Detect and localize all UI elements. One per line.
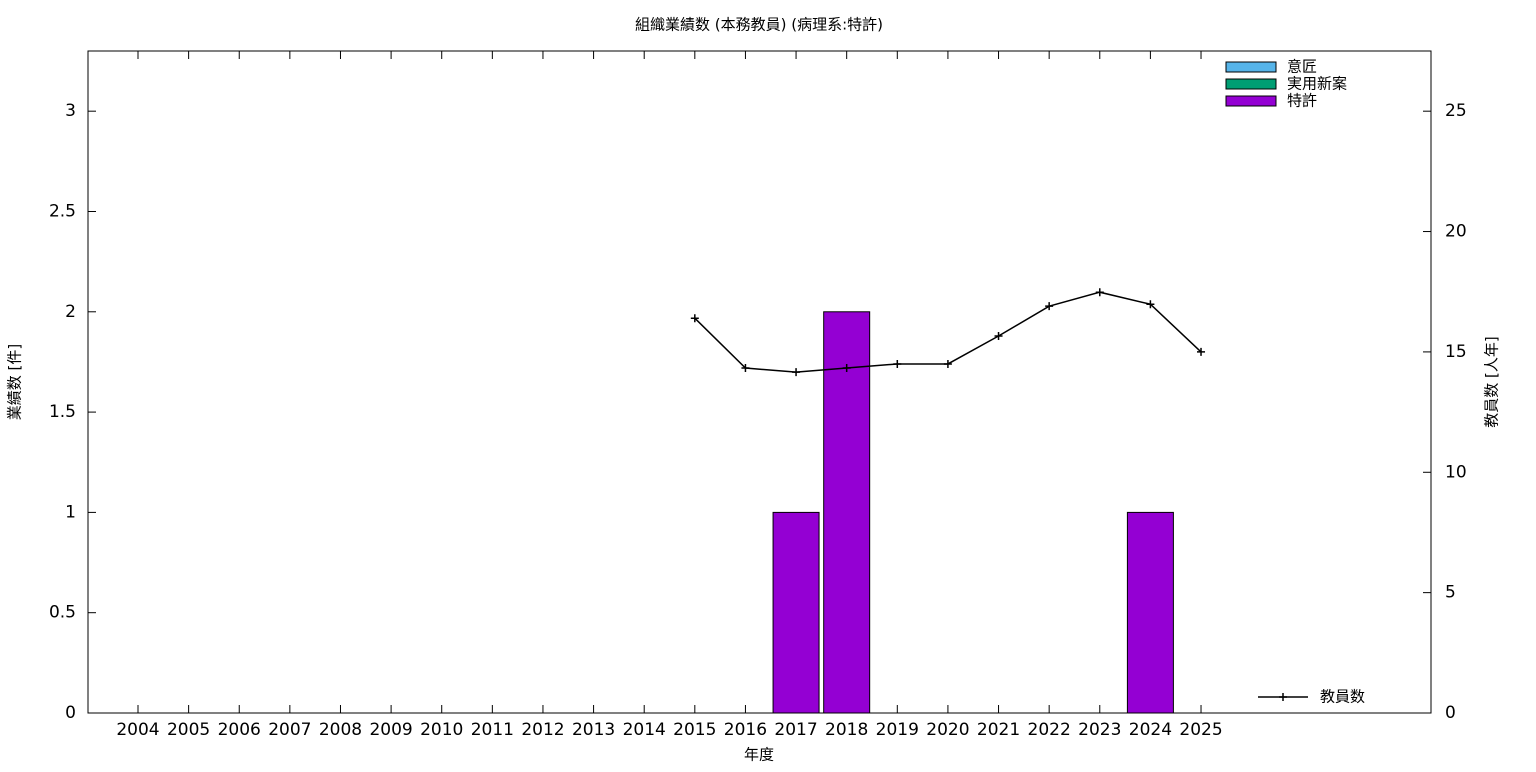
x-tick-label: 2022 bbox=[1028, 720, 1071, 740]
point bbox=[1045, 302, 1054, 311]
x-tick-label: 2020 bbox=[926, 720, 969, 740]
point bbox=[943, 359, 952, 368]
x-tick-label: 2018 bbox=[825, 720, 868, 740]
y2-axis-label: 教員数 [人年] bbox=[1483, 336, 1501, 427]
x-tick-label: 2004 bbox=[116, 720, 159, 740]
x-tick-label: 2023 bbox=[1078, 720, 1121, 740]
x-tick-label: 2017 bbox=[774, 720, 817, 740]
y-axis-label: 業績数 [件] bbox=[6, 344, 24, 420]
x-tick-label: 2025 bbox=[1179, 720, 1222, 740]
legend-label: 特許 bbox=[1287, 92, 1317, 110]
x-tick-label: 2015 bbox=[673, 720, 716, 740]
point bbox=[893, 359, 902, 368]
x-tick-label: 2005 bbox=[167, 720, 210, 740]
x-tick-label: 2010 bbox=[420, 720, 463, 740]
y2-tick-label: 25 bbox=[1445, 101, 1467, 121]
x-tick-label: 2016 bbox=[724, 720, 767, 740]
chart-title: 組織業績数 (本務教員) (病理系:特許) bbox=[635, 16, 883, 34]
y2-tick-label: 20 bbox=[1445, 222, 1467, 242]
x-tick-label: 2013 bbox=[572, 720, 615, 740]
y-tick-label: 0.5 bbox=[49, 603, 76, 623]
legend-label: 意匠 bbox=[1287, 58, 1317, 76]
x-tick-label: 2014 bbox=[623, 720, 666, 740]
point bbox=[1146, 300, 1155, 309]
x-tick-label: 2006 bbox=[218, 720, 261, 740]
point bbox=[690, 314, 699, 323]
y-tick-label: 1.5 bbox=[49, 402, 76, 422]
x-axis-label: 年度 bbox=[744, 746, 774, 764]
x-tick-label: 2007 bbox=[268, 720, 311, 740]
y-tick-label: 3 bbox=[65, 101, 76, 121]
legend-swatch bbox=[1225, 61, 1277, 73]
bar bbox=[1126, 511, 1174, 714]
y-tick-label: 1 bbox=[65, 502, 76, 522]
x-tick-label: 2019 bbox=[876, 720, 919, 740]
point bbox=[842, 364, 851, 373]
point bbox=[1095, 288, 1104, 297]
legend-point bbox=[1279, 693, 1287, 701]
y2-tick-label: 10 bbox=[1445, 462, 1467, 482]
bar bbox=[772, 511, 820, 714]
x-tick-label: 2024 bbox=[1129, 720, 1172, 740]
point bbox=[792, 368, 801, 377]
x-tick-label: 2021 bbox=[977, 720, 1020, 740]
y2-tick-label: 15 bbox=[1445, 342, 1467, 362]
point bbox=[741, 364, 750, 373]
x-tick-label: 2008 bbox=[319, 720, 362, 740]
x-tick-label: 2012 bbox=[521, 720, 564, 740]
y2-tick-label: 5 bbox=[1445, 583, 1456, 603]
point bbox=[994, 332, 1003, 341]
y-tick-label: 2.5 bbox=[49, 201, 76, 221]
x-tick-label: 2009 bbox=[369, 720, 412, 740]
legend-label: 実用新案 bbox=[1287, 75, 1347, 93]
y-tick-label: 2 bbox=[65, 302, 76, 322]
legend-swatch bbox=[1225, 95, 1277, 107]
legend-label: 教員数 bbox=[1320, 688, 1365, 706]
x-tick-label: 2011 bbox=[471, 720, 514, 740]
legend-swatch bbox=[1225, 78, 1277, 90]
point bbox=[1197, 347, 1206, 356]
bar bbox=[823, 311, 871, 714]
y-tick-label: 0 bbox=[65, 703, 76, 723]
y2-tick-label: 0 bbox=[1445, 703, 1456, 723]
plot-border bbox=[87, 50, 1432, 714]
